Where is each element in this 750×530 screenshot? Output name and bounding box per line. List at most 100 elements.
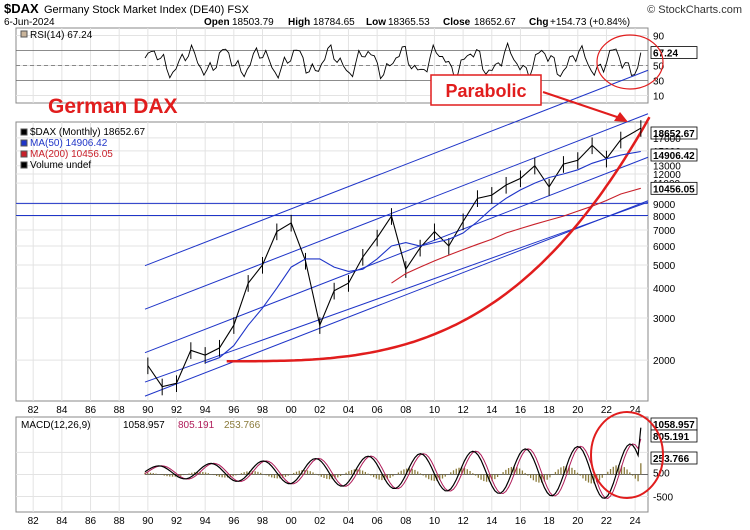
ma50-current-label: 14906.42: [653, 151, 695, 162]
x-axis-label: 84: [56, 405, 68, 416]
close-value: 18652.67: [474, 17, 516, 28]
rsi-legend-swatch: [20, 30, 28, 38]
parabolic-arrow: [542, 91, 621, 119]
index-name-label: Germany Stock Market Index (DE40) FSX: [44, 4, 249, 16]
macd-tick-label: 253.766: [653, 454, 690, 465]
price-tick-label: 2000: [653, 356, 676, 367]
x-axis-label: 16: [515, 516, 527, 527]
x-axis-label: 88: [114, 405, 126, 416]
macd-legend-hist: 253.766: [224, 420, 261, 431]
price-legend-text: MA(200) 10456.05: [30, 149, 113, 160]
rsi-series: [144, 41, 642, 82]
macd-tick-label: 805.191: [653, 432, 690, 443]
x-axis-label: 02: [314, 516, 326, 527]
low-label: Low: [366, 17, 386, 28]
price-legend-swatch: [20, 150, 28, 158]
x-axis-label: 96: [228, 516, 240, 527]
x-axis-label: 92: [171, 516, 183, 527]
parabolic-box: [430, 74, 542, 106]
x-axis-label: 96: [228, 405, 240, 416]
x-axis-label: 00: [286, 516, 298, 527]
x-axis-label: 16: [515, 405, 527, 416]
price-tick-label: 17000: [653, 134, 681, 145]
price-tick-label: 8000: [653, 212, 676, 223]
x-axis-label: 06: [372, 405, 384, 416]
rsi-legend: RSI(14) 67.24: [20, 30, 93, 41]
price-tick-label-box: [650, 126, 698, 140]
channel-line: [144, 156, 649, 354]
high-label: High: [288, 17, 310, 28]
chg-value: +154.73 (+0.84%): [550, 17, 630, 28]
x-axis-macd: 82 84 86 88 90 92 94 96 98 00 02 04 06 08 10 12 14 16 18 20…: [28, 516, 641, 527]
rsi-tick-label: 50: [653, 62, 665, 73]
channel-line: [144, 113, 649, 310]
x-axis-label: 20: [572, 405, 584, 416]
channel-line: [144, 200, 649, 397]
price-tick-label-box: [650, 181, 698, 195]
channel-line: [144, 69, 649, 267]
close-label: Close: [443, 17, 471, 28]
open-label: Open: [204, 17, 230, 28]
macd-signal-line: [144, 438, 642, 499]
date-label: 6-Jun-2024: [4, 17, 55, 28]
macd-circle: [590, 411, 664, 499]
price-series: [147, 120, 642, 396]
rsi-tick-label: 10: [653, 92, 665, 103]
macd-panel-frame: [15, 416, 649, 513]
x-axis-label: 20: [572, 516, 584, 527]
parabolic-annotation: Parabolic: [445, 81, 526, 101]
price-tick-label: 12000: [653, 170, 681, 181]
macd-line: [144, 427, 642, 499]
price-tick-label: 7000: [653, 226, 676, 237]
macd-legend-macd: 1058.957: [123, 420, 165, 431]
x-axis-label: 90: [142, 516, 154, 527]
price-tick-label: 10456.05: [653, 184, 695, 195]
price-tick-label: 13000: [653, 162, 681, 173]
x-axis-label: 82: [28, 516, 40, 527]
x-axis-label: 04: [343, 516, 355, 527]
price-legend-swatch: [20, 139, 28, 147]
ma50-current-label-box: [650, 148, 698, 162]
x-axis-label: 92: [171, 405, 183, 416]
x-axis-label: 22: [601, 405, 613, 416]
macd-series: [144, 427, 648, 499]
price-legend-text: Volume undef: [30, 160, 91, 171]
x-axis-label: 98: [257, 405, 269, 416]
x-axis-label: 98: [257, 516, 269, 527]
symbol-label: $DAX: [4, 1, 39, 16]
rsi-tick-label: 30: [653, 77, 665, 88]
price-gridlines: [16, 122, 648, 401]
macd-tick-label-box: [650, 429, 698, 443]
x-axis-label: 24: [630, 516, 642, 527]
macd-legend-prefix: MACD(12,26,9): [21, 420, 90, 431]
price-tick-label: 18652.67: [653, 129, 695, 140]
rsi-circle: [596, 34, 664, 90]
price-overlays: [16, 69, 651, 397]
x-axis-label: 82: [28, 405, 40, 416]
open-value: 18503.79: [232, 17, 274, 28]
price-tick-label: 3000: [653, 314, 676, 325]
x-axis-label: 12: [458, 405, 470, 416]
price-tick-label: 9000: [653, 200, 676, 211]
chg-label: Chg: [529, 17, 548, 28]
price-tick-label: 5000: [653, 261, 676, 272]
x-axis-label: 18: [544, 405, 556, 416]
x-axis-label: 08: [400, 405, 412, 416]
ma50-line: [205, 150, 641, 364]
x-axis-label: 10: [429, 516, 441, 527]
parabolic-curve: [226, 116, 651, 363]
ma200-line: [391, 187, 641, 284]
macd-legend-signal: 805.191: [178, 420, 215, 431]
x-axis-label: 88: [114, 516, 126, 527]
x-axis-label: 00: [286, 405, 298, 416]
x-axis-label: 24: [630, 405, 642, 416]
price-legend-text: MA(50) 14906.42: [30, 138, 108, 149]
x-axis-label: 10: [429, 405, 441, 416]
german-dax-annotation: German DAX: [48, 95, 178, 118]
x-axis-label: 04: [343, 405, 355, 416]
x-axis-label: 90: [142, 405, 154, 416]
macd-tick-label: 500: [653, 468, 670, 479]
price-legend-swatch: [20, 161, 28, 169]
